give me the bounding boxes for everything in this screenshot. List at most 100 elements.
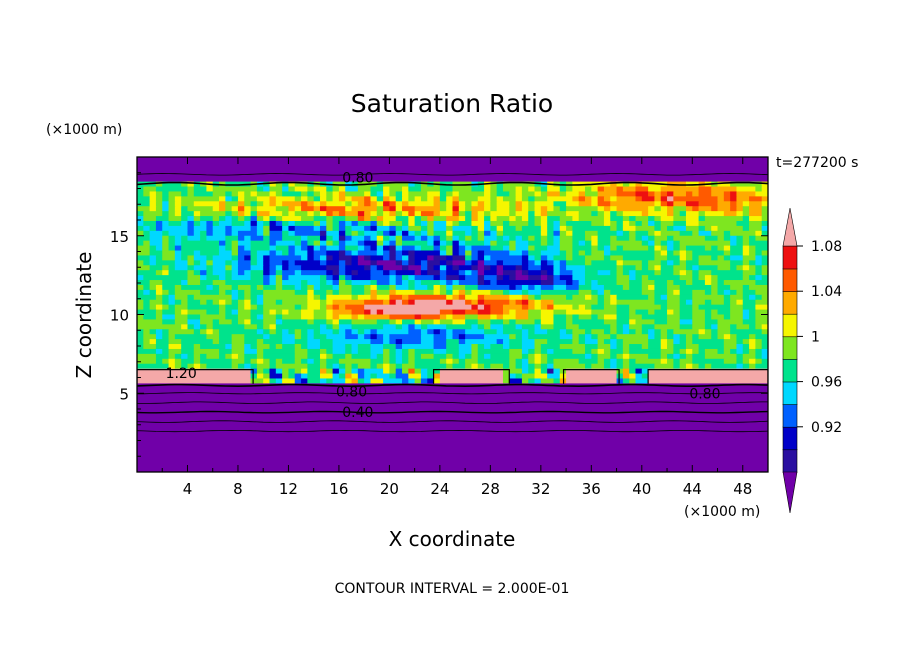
field-cell (162, 334, 170, 340)
field-cell (547, 353, 586, 360)
field-cell (256, 206, 277, 212)
field-cell (484, 250, 510, 257)
field-cell (597, 334, 611, 340)
field-cell (212, 265, 226, 271)
field-cell (692, 358, 725, 365)
field-cell (484, 191, 491, 197)
field-cell (326, 235, 334, 242)
field-cell (269, 334, 283, 340)
field-cell (408, 358, 416, 365)
field-cell (458, 358, 466, 365)
field-cell (446, 284, 454, 291)
field-cell (275, 378, 283, 384)
field-cell (338, 250, 346, 257)
field-cell (685, 201, 700, 207)
field-cell (231, 339, 245, 345)
field-cell (408, 348, 416, 355)
field-cell (433, 230, 447, 237)
field-cell (711, 186, 738, 193)
field-cell (585, 270, 599, 276)
field-cell (275, 309, 283, 316)
field-cell (477, 250, 485, 257)
field-cell (667, 319, 681, 325)
field-cell (237, 260, 252, 266)
field-cell (585, 339, 599, 345)
contour-line (562, 369, 620, 384)
field-cell (162, 265, 170, 271)
field-cell (408, 275, 416, 281)
field-cell (370, 373, 378, 380)
field-cell (244, 304, 252, 311)
field-cell (143, 329, 151, 335)
field-cell (566, 280, 573, 286)
field-cell (477, 319, 491, 325)
field-cell (502, 220, 510, 227)
field-cell (679, 363, 687, 370)
field-cell (370, 216, 378, 222)
field-cell (351, 225, 365, 232)
field-cell (610, 201, 656, 207)
field-cell (174, 314, 189, 321)
field-cell (597, 196, 605, 202)
field-cell (326, 196, 334, 202)
field-cell (275, 220, 283, 227)
field-cell (332, 280, 340, 286)
field-cell (471, 186, 485, 193)
field-cell (301, 216, 315, 222)
field-cell (319, 294, 327, 301)
field-cell (319, 260, 327, 266)
field-cell (275, 196, 296, 202)
field-cell (294, 284, 302, 291)
field-cell (420, 186, 441, 193)
field-cell (319, 378, 327, 384)
field-cell (515, 216, 523, 222)
field-cell (471, 216, 479, 222)
field-cell (616, 186, 624, 193)
field-cell (654, 309, 668, 316)
field-cell (389, 289, 397, 296)
field-cell (446, 334, 454, 340)
field-cell (256, 260, 264, 266)
field-cell (591, 240, 599, 247)
field-cell (521, 235, 529, 242)
field-cell (736, 186, 756, 193)
field-cell (711, 275, 719, 281)
field-cell (465, 275, 479, 281)
field-cell (553, 299, 599, 306)
field-cell (263, 348, 296, 355)
field-cell (452, 284, 466, 291)
field-cell (376, 289, 390, 296)
field-cell (420, 353, 435, 360)
field-cell (749, 334, 756, 340)
field-cell (137, 334, 144, 340)
field-cell (723, 230, 731, 237)
field-cell (206, 275, 220, 281)
field-cell (654, 225, 662, 232)
field-cell (263, 186, 271, 193)
field-cell (698, 304, 731, 311)
field-cell (667, 289, 674, 296)
field-cell (420, 211, 435, 217)
field-cell (250, 265, 264, 271)
field-cell (155, 309, 163, 316)
field-cell (547, 275, 555, 281)
contour-line (137, 410, 768, 414)
field-cell (755, 235, 768, 242)
field-cell (433, 334, 447, 340)
field-cell (137, 344, 144, 350)
colorbar-segment (782, 290, 798, 315)
field-cell (458, 294, 466, 301)
field-cell (477, 284, 510, 291)
field-cell (137, 196, 151, 202)
field-cell (616, 294, 649, 301)
field-cell (540, 280, 555, 286)
field-cell (509, 275, 517, 281)
field-cell (502, 319, 510, 325)
field-cell (137, 447, 768, 453)
field-cell (351, 373, 359, 380)
field-cell (143, 220, 157, 227)
field-cell (629, 284, 643, 291)
field-cell (395, 245, 403, 252)
colorbar-segment (782, 403, 798, 428)
field-cell (244, 358, 252, 365)
